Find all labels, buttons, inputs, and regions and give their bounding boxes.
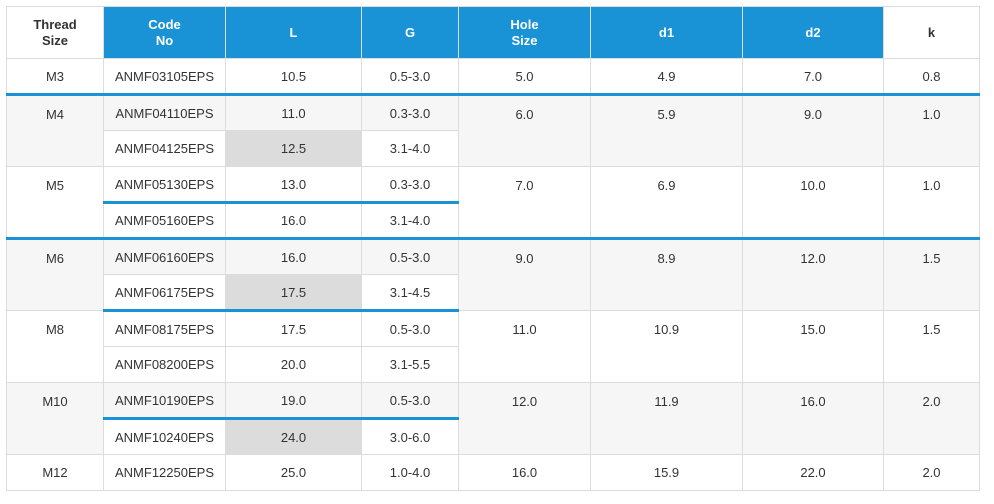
- header-code-no: Code No: [103, 6, 226, 59]
- d1-cell: 4.9: [590, 58, 743, 95]
- l-cell: 20.0: [225, 346, 362, 383]
- code-cell: ANMF05160EPS: [103, 201, 226, 239]
- thread-size-cell: M12: [6, 454, 104, 491]
- g-cell: 0.3-3.0: [361, 93, 459, 131]
- header-hole-size: Hole Size: [458, 6, 591, 59]
- table-row: ANMF08200EPS 20.0 3.1-5.5: [7, 346, 980, 383]
- thread-size-cell: M3: [6, 58, 104, 95]
- thread-size-cell: M5: [6, 166, 104, 239]
- hole-size-cell: 6.0: [458, 93, 591, 167]
- d2-cell: 7.0: [742, 58, 884, 95]
- g-cell: 3.0-6.0: [361, 417, 459, 455]
- g-cell: 0.3-3.0: [361, 166, 459, 203]
- thread-size-cell: M4: [6, 93, 104, 167]
- l-cell: 10.5: [225, 58, 362, 95]
- hole-size-cell: 9.0: [458, 237, 591, 311]
- g-cell: 3.1-4.5: [361, 274, 459, 311]
- l-cell: 25.0: [225, 454, 362, 491]
- code-cell: ANMF06160EPS: [103, 237, 226, 275]
- g-cell: 3.1-4.0: [361, 130, 459, 167]
- code-cell: ANMF12250EPS: [103, 454, 226, 491]
- table-row: M5 ANMF05130EPS 13.0 0.3-3.0 7.0 6.9 10.…: [6, 166, 980, 239]
- l-cell: 24.0: [225, 417, 362, 455]
- d1-cell: 15.9: [590, 454, 743, 491]
- l-cell: 17.5: [225, 274, 362, 311]
- hole-size-cell: 7.0: [458, 166, 591, 239]
- spec-table: Thread Size Code No L G Hole Size d1 d2 k M…: [6, 6, 980, 491]
- header-thread-size: Thread Size: [6, 6, 104, 59]
- d2-cell: 9.0: [742, 93, 884, 167]
- table-row: M3 ANMF03105EPS 10.5 0.5-3.0 5.0 4.9 7.0…: [6, 58, 980, 95]
- d1-cell: 5.9: [590, 93, 743, 167]
- g-cell: 3.1-5.5: [361, 346, 459, 383]
- l-cell: 13.0: [225, 166, 362, 203]
- thread-size-cell: M8: [6, 310, 104, 383]
- l-cell: 17.5: [225, 309, 362, 347]
- hole-size-cell: 5.0: [458, 58, 591, 95]
- d2-cell: 12.0: [742, 237, 884, 311]
- l-cell: 16.0: [225, 201, 362, 239]
- code-cell: ANMF05130EPS: [103, 166, 226, 203]
- d1-cell: 11.9: [590, 382, 743, 455]
- k-cell: 2.0: [883, 454, 980, 491]
- d1-cell: 6.9: [590, 166, 743, 239]
- g-cell: 0.5-3.0: [361, 309, 459, 347]
- d2-cell: 10.0: [742, 166, 884, 239]
- table-row: ANMF05160EPS 16.0 3.1-4.0: [7, 201, 980, 239]
- g-cell: 1.0-4.0: [361, 454, 459, 491]
- d1-cell: 10.9: [590, 310, 743, 383]
- g-cell: 0.5-3.0: [361, 237, 459, 275]
- hole-size-cell: 12.0: [458, 382, 591, 455]
- table-row: M12 ANMF12250EPS 25.0 1.0-4.0 16.0 15.9 …: [6, 454, 980, 491]
- g-cell: 0.5-3.0: [361, 58, 459, 95]
- code-cell: ANMF10190EPS: [103, 382, 226, 419]
- table-row: M6 ANMF06160EPS 16.0 0.5-3.0 9.0 8.9 12.…: [6, 237, 980, 311]
- d2-cell: 15.0: [742, 310, 884, 383]
- l-cell: 12.5: [225, 130, 362, 167]
- k-cell: 1.0: [883, 93, 980, 167]
- header-d1: d1: [590, 6, 743, 59]
- k-cell: 1.0: [883, 166, 980, 239]
- header-g: G: [361, 6, 459, 59]
- code-cell: ANMF08200EPS: [103, 346, 226, 383]
- g-cell: 0.5-3.0: [361, 382, 459, 419]
- table-row: M4 ANMF04110EPS 11.0 0.3-3.0 6.0 5.9 9.0…: [6, 93, 980, 167]
- l-cell: 11.0: [225, 93, 362, 131]
- code-cell: ANMF08175EPS: [103, 309, 226, 347]
- k-cell: 2.0: [883, 382, 980, 455]
- thread-size-cell: M10: [6, 382, 104, 455]
- k-cell: 1.5: [883, 237, 980, 311]
- table-row: ANMF10240EPS 24.0 3.0-6.0: [7, 417, 980, 455]
- table-row: M8 ANMF08175EPS 17.5 0.5-3.0 11.0 10.9 1…: [6, 309, 980, 383]
- thread-size-cell: M6: [6, 237, 104, 311]
- table-row: ANMF04125EPS 12.5 3.1-4.0: [7, 130, 980, 167]
- hole-size-cell: 16.0: [458, 454, 591, 491]
- code-cell: ANMF03105EPS: [103, 58, 226, 95]
- code-cell: ANMF04125EPS: [103, 130, 226, 167]
- header-k: k: [883, 6, 980, 59]
- g-cell: 3.1-4.0: [361, 201, 459, 239]
- d2-cell: 16.0: [742, 382, 884, 455]
- code-cell: ANMF06175EPS: [103, 274, 226, 311]
- spec-table-wrapper: Thread Size Code No L G Hole Size d1 d2 k M…: [6, 6, 980, 491]
- l-cell: 16.0: [225, 237, 362, 275]
- hole-size-cell: 11.0: [458, 310, 591, 383]
- k-cell: 0.8: [883, 58, 980, 95]
- l-cell: 19.0: [225, 382, 362, 419]
- header-l: L: [225, 6, 362, 59]
- code-cell: ANMF04110EPS: [103, 93, 226, 131]
- table-row: M10 ANMF10190EPS 19.0 0.5-3.0 12.0 11.9 …: [6, 382, 980, 455]
- header-d2: d2: [742, 6, 884, 59]
- d2-cell: 22.0: [742, 454, 884, 491]
- header-row: Thread Size Code No L G Hole Size d1 d2 k: [6, 6, 980, 59]
- k-cell: 1.5: [883, 310, 980, 383]
- code-cell: ANMF10240EPS: [103, 417, 226, 455]
- table-row: ANMF06175EPS 17.5 3.1-4.5: [7, 274, 980, 311]
- d1-cell: 8.9: [590, 237, 743, 311]
